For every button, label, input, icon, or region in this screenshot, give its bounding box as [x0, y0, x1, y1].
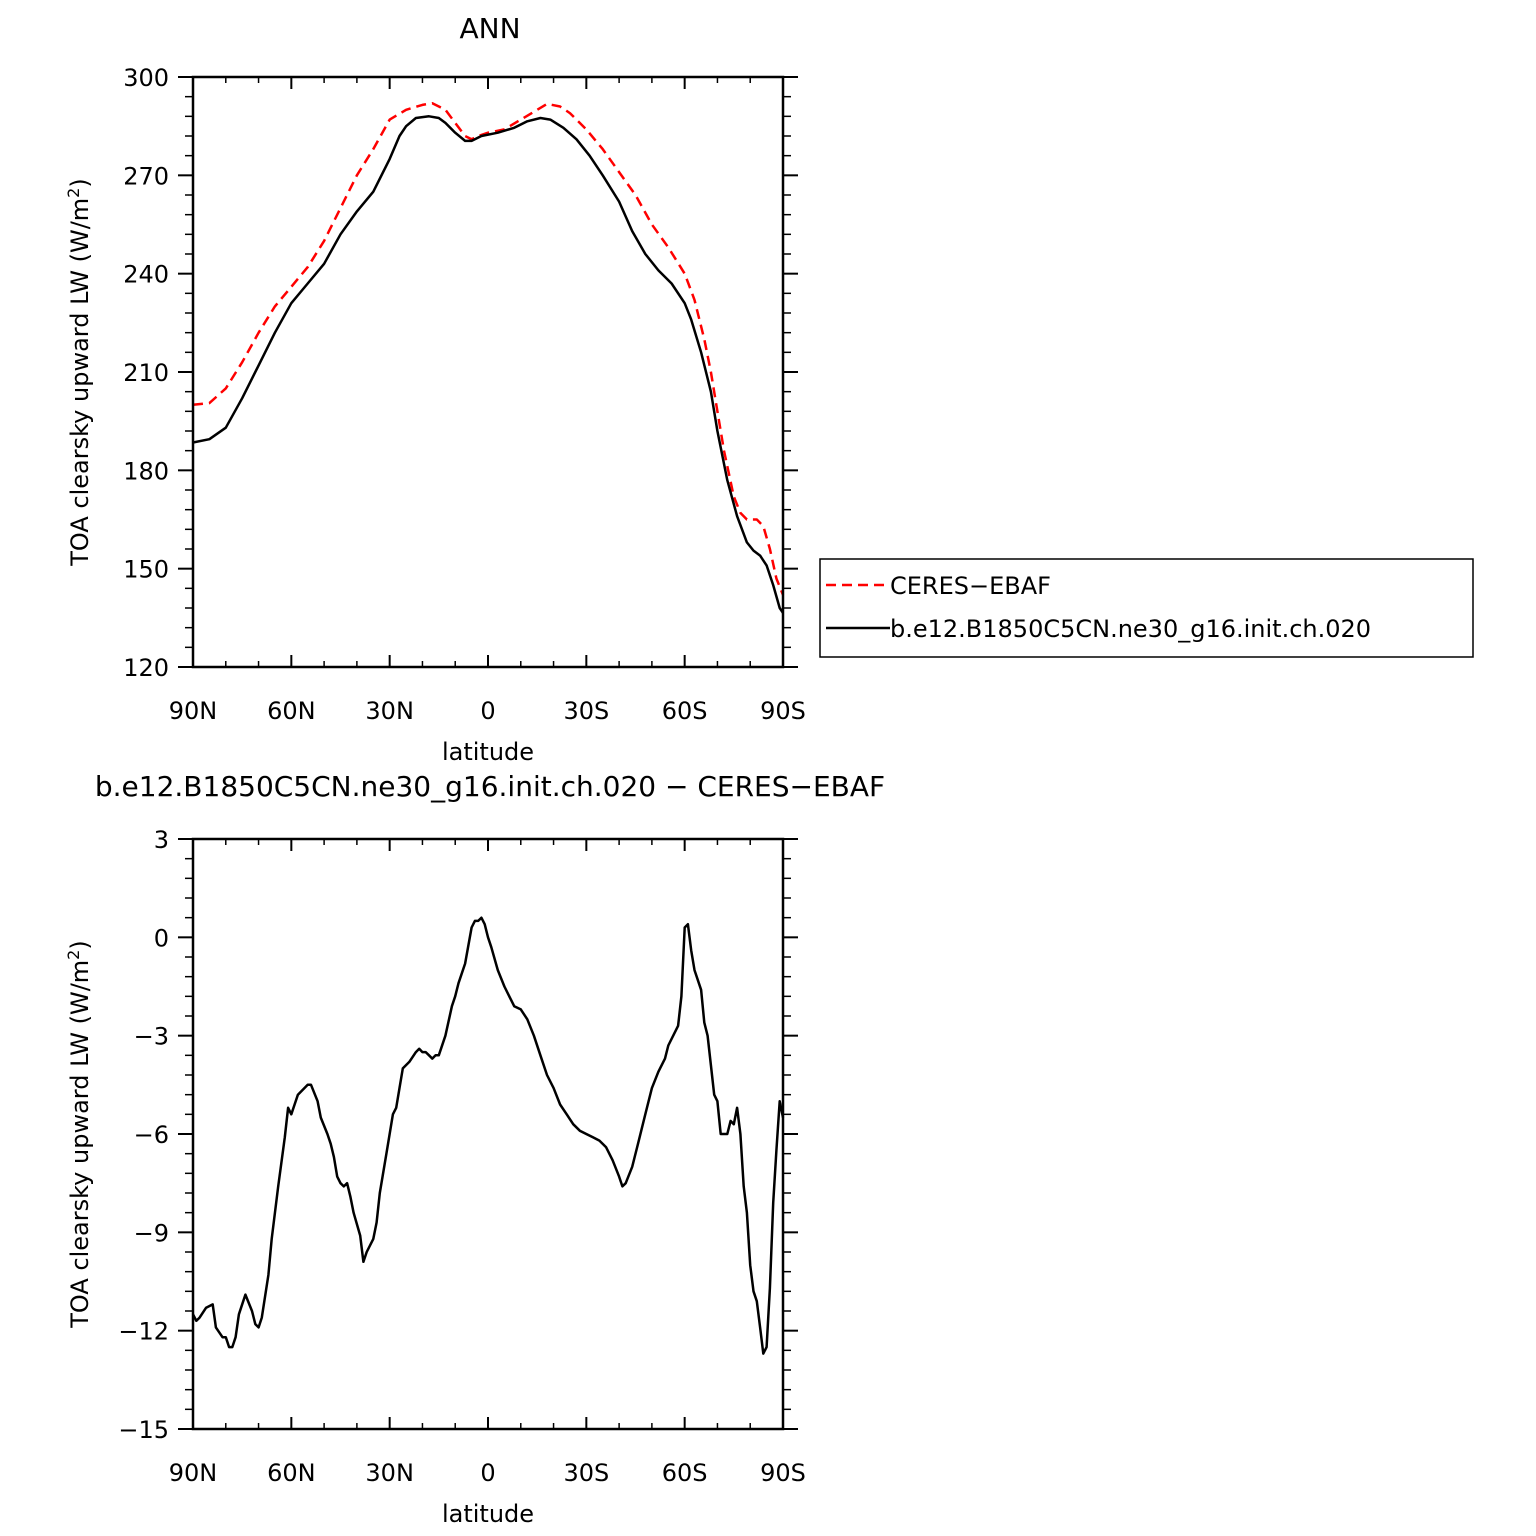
bottom-x-tick-label: 0 [480, 1459, 495, 1487]
top-x-axis-label: latitude [442, 738, 534, 766]
legend-box [819, 558, 1474, 658]
top-x-tick-label: 60N [267, 697, 316, 725]
top-y-tick-label: 270 [123, 162, 169, 190]
bottom-y-tick-label: −15 [118, 1416, 169, 1444]
bottom-y-tick-label: −3 [134, 1023, 169, 1051]
top-panel: ANN 90N 60N 30N 0 30S 60S 90S 120 150 180 210 240 2… [64, 12, 1474, 766]
bottom-y-axis-label: TOA clearsky upward LW (W/m2) [64, 940, 94, 1329]
bottom-series-line-0 [191, 916, 785, 1355]
top-plot-frame [191, 75, 785, 669]
bottom-x-tick-label: 60N [267, 1459, 316, 1487]
top-y-tick-label: 180 [123, 457, 169, 485]
top-series-line-1 [192, 115, 785, 614]
top-x-tick-label: 30S [563, 697, 609, 725]
bottom-panel: b.e12.B1850C5CN.ne30_g16.init.ch.020 − C… [64, 770, 885, 1528]
top-y-tick-label: 300 [123, 64, 169, 92]
top-x-tick-label: 90S [760, 697, 806, 725]
bottom-y-tick-label: 0 [154, 924, 169, 952]
top-y-axis-label: TOA clearsky upward LW (W/m2) [64, 178, 94, 567]
top-x-tick-label: 60S [662, 697, 708, 725]
legend-label-ceres: CERES−EBAF [890, 572, 1051, 600]
top-y-tick-label: 240 [123, 261, 169, 289]
top-x-tick-label: 90N [169, 697, 218, 725]
bottom-x-axis-label: latitude [442, 1500, 534, 1528]
bottom-y-tick-label: −12 [118, 1318, 169, 1346]
legend: CERES−EBAF b.e12.B1850C5CN.ne30_g16.init… [819, 558, 1474, 658]
bottom-x-tick-label: 30N [365, 1459, 414, 1487]
bottom-y-tick-label: −9 [134, 1219, 169, 1247]
legend-label-model: b.e12.B1850C5CN.ne30_g16.init.ch.020 [890, 615, 1371, 643]
bottom-y-tick-label: −6 [134, 1121, 169, 1149]
bottom-x-tick-label: 30S [563, 1459, 609, 1487]
bottom-plot-frame [191, 837, 785, 1431]
top-x-tick-label: 30N [365, 697, 414, 725]
top-series-line-0 [192, 101, 785, 596]
top-x-tick-label: 0 [480, 697, 495, 725]
top-chart-title: ANN [459, 12, 520, 45]
top-y-tick-label: 150 [123, 556, 169, 584]
top-y-tick-label: 120 [123, 654, 169, 682]
bottom-x-tick-label: 90N [169, 1459, 218, 1487]
bottom-x-tick-label: 60S [662, 1459, 708, 1487]
bottom-chart-title: b.e12.B1850C5CN.ne30_g16.init.ch.020 − C… [95, 770, 885, 803]
bottom-y-tick-label: 3 [154, 826, 169, 854]
bottom-x-tick-label: 90S [760, 1459, 806, 1487]
top-y-tick-label: 210 [123, 359, 169, 387]
